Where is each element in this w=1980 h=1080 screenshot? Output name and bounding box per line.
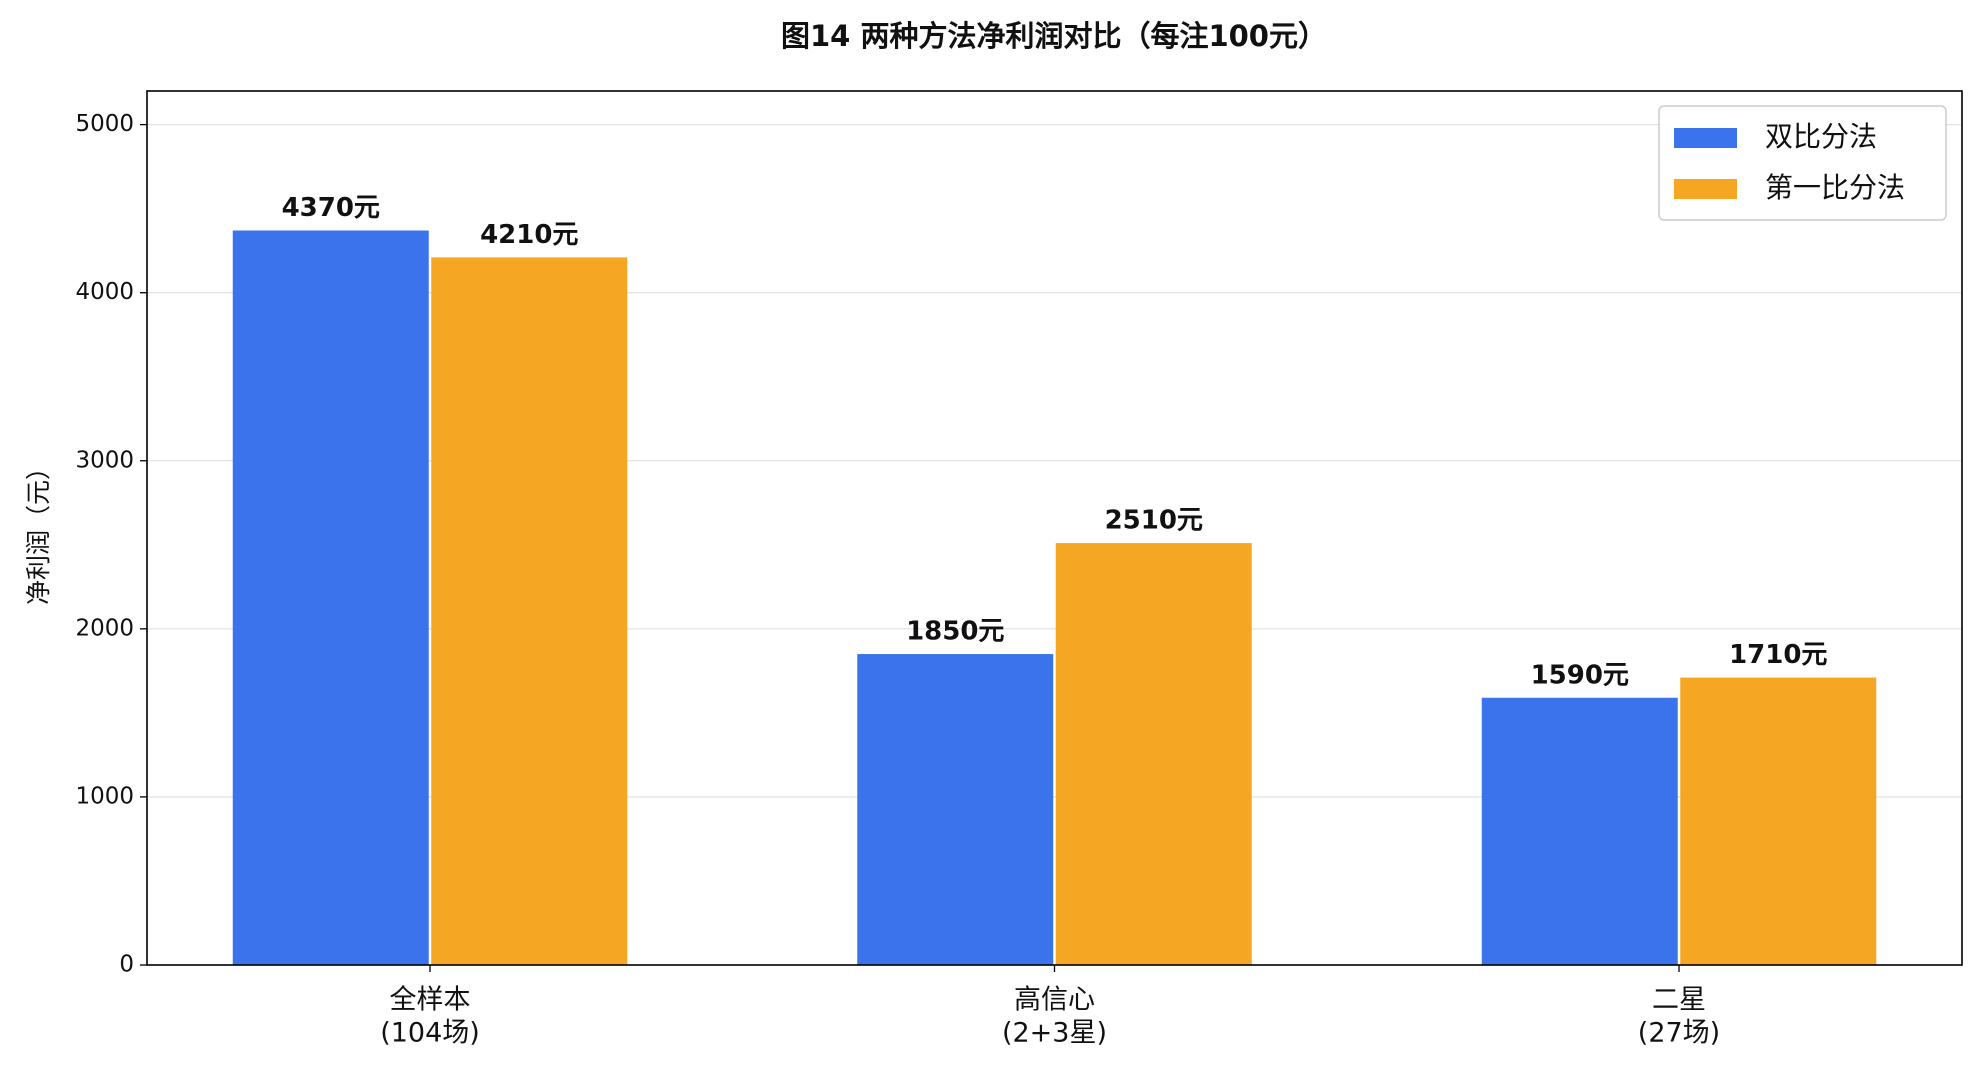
x-tick-label: 二星 (1652, 985, 1706, 1016)
x-tick-label: 高信心 (1014, 985, 1095, 1016)
y-tick-label: 3000 (75, 447, 134, 473)
x-tick-label: (2+3星) (1002, 1018, 1107, 1049)
y-tick-label: 5000 (75, 111, 134, 137)
y-tick-label: 1000 (75, 783, 134, 809)
plot-frame (146, 90, 1963, 966)
bar (1055, 543, 1252, 965)
y-tick-label: 2000 (75, 615, 134, 641)
bar (431, 257, 628, 966)
value-label: 1590元 (1531, 660, 1629, 690)
value-label: 2510元 (1105, 506, 1203, 536)
bar (232, 230, 429, 965)
legend-label: 双比分法 (1765, 120, 1877, 153)
legend-swatch (1674, 128, 1737, 148)
value-label: 1850元 (906, 617, 1004, 647)
x-tick-label: 全样本 (390, 985, 471, 1016)
value-label: 4210元 (480, 220, 578, 250)
legend-label: 第一比分法 (1765, 171, 1905, 204)
value-label: 1710元 (1729, 640, 1827, 670)
legend-swatch (1674, 179, 1737, 199)
chart-title: 图14 两种方法净利润对比（每注100元） (781, 19, 1327, 53)
x-tick-label: (27场) (1638, 1018, 1720, 1049)
bar (1680, 677, 1877, 965)
bar (857, 654, 1054, 965)
y-axis-label: 净利润（元） (24, 455, 53, 605)
bar (1481, 697, 1678, 965)
value-label: 4370元 (282, 193, 380, 223)
y-tick-label: 0 (119, 952, 134, 978)
y-tick-label: 4000 (75, 279, 134, 305)
x-tick-label: (104场) (380, 1018, 480, 1049)
